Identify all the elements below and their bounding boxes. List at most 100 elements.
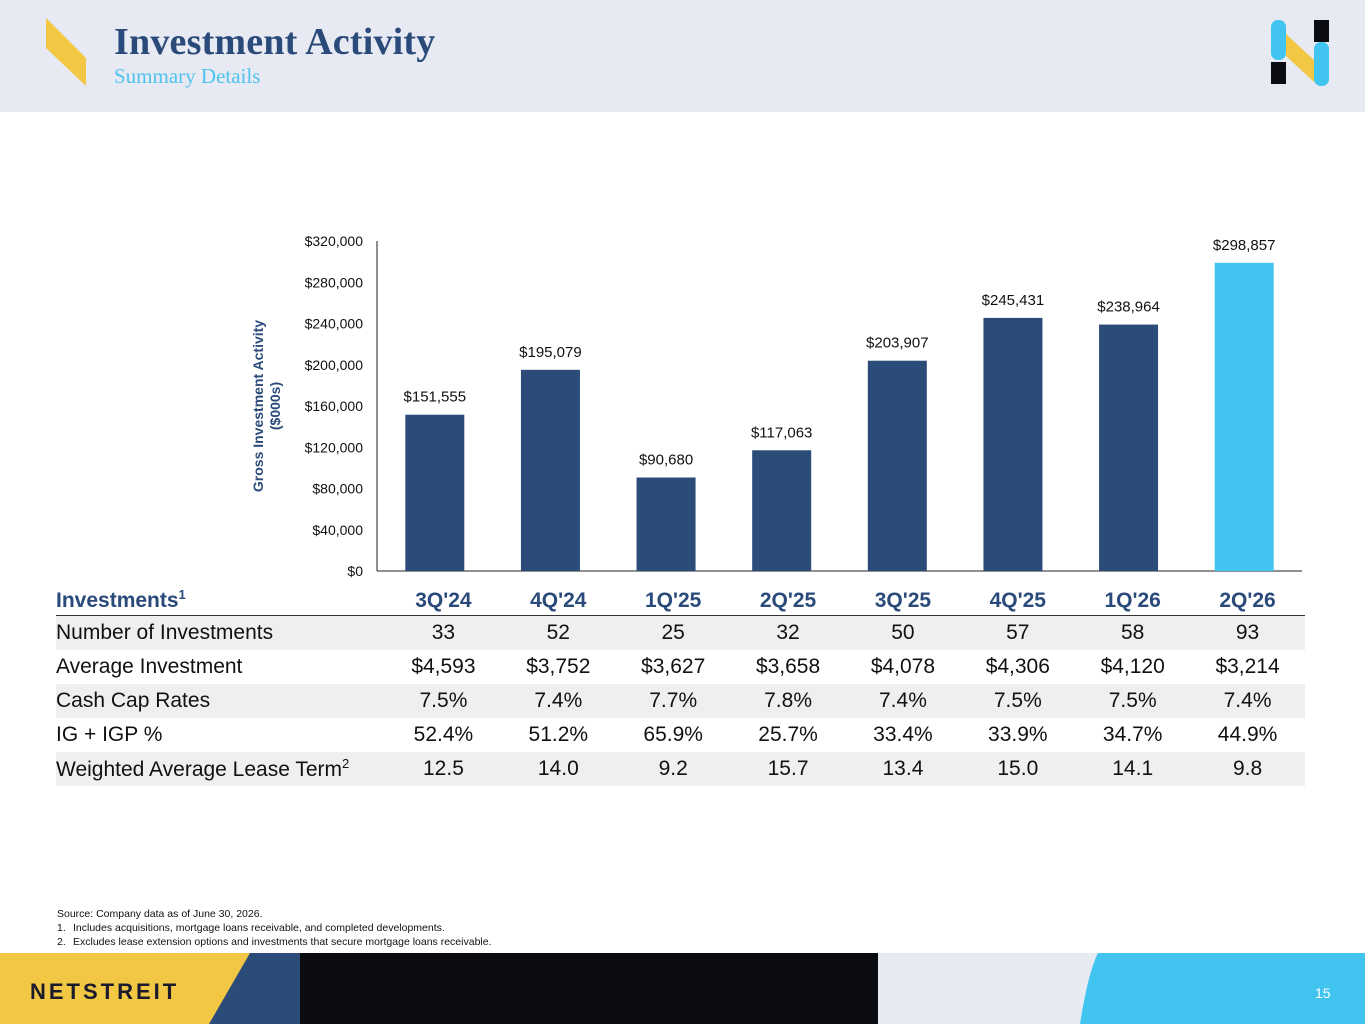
table-cell: 7.8% (730, 684, 846, 718)
table-cell: 33.9% (988, 723, 1048, 746)
column-header: 4Q'24 (500, 583, 616, 616)
table-cell: $3,658 (755, 655, 821, 678)
table-cell: 7.5% (1075, 684, 1191, 718)
table-cell: 52 (500, 615, 616, 650)
netstreit-logo-icon (1271, 20, 1329, 86)
y-tick-label: $240,000 (305, 316, 364, 332)
y-tick-label: $200,000 (305, 357, 364, 373)
bar-2Q'26 (1214, 262, 1274, 571)
header-accent-icon (46, 18, 86, 86)
table-cell: 7.5% (960, 684, 1076, 718)
row-label: Number of Investments (56, 615, 386, 650)
column-header: 1Q'26 (1075, 583, 1191, 616)
y-axis-title: Gross Investment Activity($000s) (250, 320, 283, 492)
table-cell: 33.4% (873, 723, 933, 746)
y-tick-label: $160,000 (305, 398, 364, 414)
data-label: $245,431 (982, 292, 1045, 309)
column-header: 3Q'25 (845, 583, 961, 616)
table-cell: $3,752 (526, 655, 591, 678)
y-tick-label: $320,000 (305, 233, 364, 249)
table-cell: 51.2% (528, 723, 589, 746)
footer-band (0, 953, 1365, 1024)
table-cell: 44.9% (1217, 723, 1278, 746)
table-cell: 12.5 (386, 752, 501, 786)
table-cell: 65.9% (643, 723, 703, 746)
data-label: $90,680 (639, 451, 693, 468)
table-cell: 15.7 (730, 752, 846, 786)
y-tick-label: $0 (347, 563, 363, 579)
table-header-label: Investments1 (56, 583, 386, 616)
table-cell: 9.8 (1190, 752, 1305, 786)
column-header: 2Q'26 (1190, 583, 1305, 616)
footer-brand: NETSTREIT (30, 979, 180, 1004)
table-cell: $4,306 (985, 655, 1050, 678)
table-cell: 7.4% (500, 684, 616, 718)
table-cell: 13.4 (845, 752, 961, 786)
table-cell: 33 (386, 615, 501, 650)
data-label: $117,063 (751, 424, 812, 441)
data-label: $298,857 (1213, 237, 1276, 254)
table-row: Number of Investments 33 52 25 32 50 57 58 93 (56, 615, 1305, 650)
bar-2Q'25 (752, 450, 812, 571)
table-cell: $4,078 (870, 655, 936, 678)
table-cell: 7.7% (615, 684, 731, 718)
page-title: Investment Activity (114, 21, 436, 63)
row-label: Average Investment (56, 655, 243, 678)
bar-4Q'24 (520, 369, 580, 571)
row-label: Weighted Average Lease Term2 (56, 752, 386, 786)
y-tick-label: $120,000 (305, 439, 364, 455)
data-label: $195,079 (519, 344, 582, 361)
footnote-2: 2. Excludes lease extension options and i… (57, 936, 492, 948)
y-tick-label: $280,000 (305, 274, 364, 290)
table-cell: 50 (845, 615, 961, 650)
table-cell: 7.4% (1190, 684, 1305, 718)
investments-table: Investments1 3Q'24 4Q'24 1Q'25 2Q'25 3Q'… (56, 583, 1305, 786)
bar-3Q'24 (405, 414, 465, 571)
footnote-1: 1. Includes acquisitions, mortgage loans … (57, 922, 445, 934)
table-cell: 7.5% (386, 684, 501, 718)
table-row: IG + IGP % 52.4% 51.2% 65.9% 25.7% 33.4% 33.9%… (56, 718, 1305, 752)
bar-1Q'26 (1099, 324, 1159, 571)
column-header: 4Q'25 (960, 583, 1076, 616)
row-label: Cash Cap Rates (56, 684, 386, 718)
table-row: Cash Cap Rates 7.5% 7.4% 7.7% 7.8% 7.4% 7.5% 7.… (56, 684, 1305, 718)
y-tick-label: $80,000 (312, 481, 363, 497)
table-cell: 52.4% (413, 723, 474, 746)
column-header: 3Q'24 (386, 583, 501, 616)
table-cell: $3,627 (641, 655, 706, 678)
page-subtitle: Summary Details (114, 64, 261, 88)
column-header: 1Q'25 (615, 583, 731, 616)
table-cell: 32 (730, 615, 846, 650)
bar-3Q'25 (867, 360, 927, 571)
column-header: 2Q'25 (730, 583, 846, 616)
table-cell: 57 (960, 615, 1076, 650)
table-cell: 7.4% (845, 684, 961, 718)
table-cell: 58 (1075, 615, 1191, 650)
table-cell: 9.2 (615, 752, 731, 786)
table-cell: $4,120 (1100, 655, 1165, 678)
source-note: Source: Company data as of June 30, 2026… (57, 908, 263, 920)
slide-header: Investment Activity Summary Details (0, 0, 1365, 112)
table-cell: 25.7% (758, 723, 818, 746)
bar-4Q'25 (983, 317, 1043, 571)
table-cell: 14.0 (500, 752, 616, 786)
table-cell: 14.1 (1075, 752, 1191, 786)
table-cell: $3,214 (1215, 655, 1280, 678)
data-label: $203,907 (866, 335, 929, 352)
row-label: IG + IGP % (56, 723, 163, 746)
table-cell: 34.7% (1102, 723, 1163, 746)
table-cell: 93 (1190, 615, 1305, 650)
table-cell: 15.0 (960, 752, 1076, 786)
gross-investment-bar-chart: $0 $40,000 $80,000 $120,000 $160,000 $200,000… (250, 233, 1302, 579)
table-header-row: Investments1 3Q'24 4Q'24 1Q'25 2Q'25 3Q'… (56, 583, 1305, 616)
bar-1Q'25 (636, 477, 696, 571)
y-tick-label: $40,000 (312, 522, 363, 538)
page-number: 15 (1315, 985, 1331, 1001)
table-row: Average Investment $4,593 $3,752 $3,627 $3,6… (56, 650, 1305, 684)
data-label: $238,964 (1097, 299, 1160, 316)
table-row: Weighted Average Lease Term2 12.5 14.0 9.2 1… (56, 752, 1305, 786)
table-cell: 25 (615, 615, 731, 650)
data-label: $151,555 (404, 389, 467, 406)
footnotes: Source: Company data as of June 30, 2026… (57, 907, 492, 949)
table-cell: $4,593 (411, 655, 476, 678)
